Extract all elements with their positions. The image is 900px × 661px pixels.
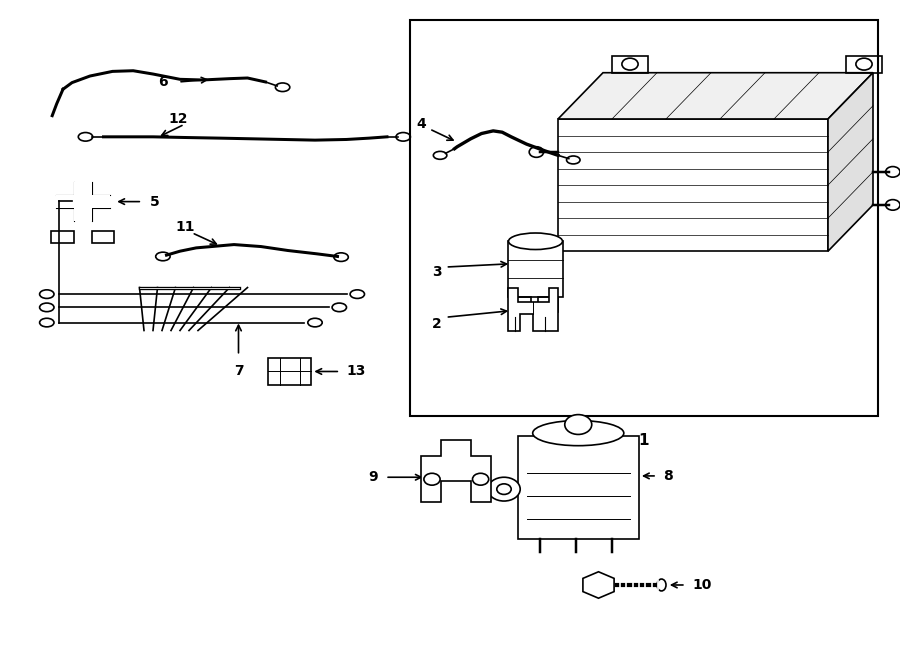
Circle shape xyxy=(488,477,520,501)
Circle shape xyxy=(424,473,440,485)
Circle shape xyxy=(565,414,592,434)
Bar xyxy=(538,297,558,312)
Ellipse shape xyxy=(657,579,666,591)
Polygon shape xyxy=(558,73,873,119)
Bar xyxy=(56,195,110,208)
Bar xyxy=(410,20,878,416)
Text: 3: 3 xyxy=(432,265,441,280)
Polygon shape xyxy=(421,440,491,502)
Polygon shape xyxy=(558,119,828,251)
Text: 13: 13 xyxy=(346,364,366,379)
Circle shape xyxy=(472,473,489,485)
Text: 5: 5 xyxy=(149,194,159,209)
Bar xyxy=(74,182,92,221)
Bar xyxy=(92,231,114,243)
Text: 12: 12 xyxy=(168,112,188,126)
Text: 7: 7 xyxy=(234,364,243,377)
Polygon shape xyxy=(508,288,558,330)
Text: 4: 4 xyxy=(417,117,426,132)
Text: 9: 9 xyxy=(368,470,378,485)
Ellipse shape xyxy=(533,420,624,446)
Ellipse shape xyxy=(508,233,562,249)
Text: 11: 11 xyxy=(176,220,195,235)
Text: 6: 6 xyxy=(158,75,167,89)
Bar xyxy=(268,358,311,385)
Bar xyxy=(51,231,74,243)
Polygon shape xyxy=(583,572,614,598)
Polygon shape xyxy=(828,73,873,251)
Text: 1: 1 xyxy=(638,433,649,448)
Bar xyxy=(508,241,562,297)
Text: 2: 2 xyxy=(432,317,441,331)
Bar xyxy=(511,297,531,312)
Text: 8: 8 xyxy=(663,469,673,483)
Bar xyxy=(518,436,639,539)
Text: 10: 10 xyxy=(692,578,712,592)
